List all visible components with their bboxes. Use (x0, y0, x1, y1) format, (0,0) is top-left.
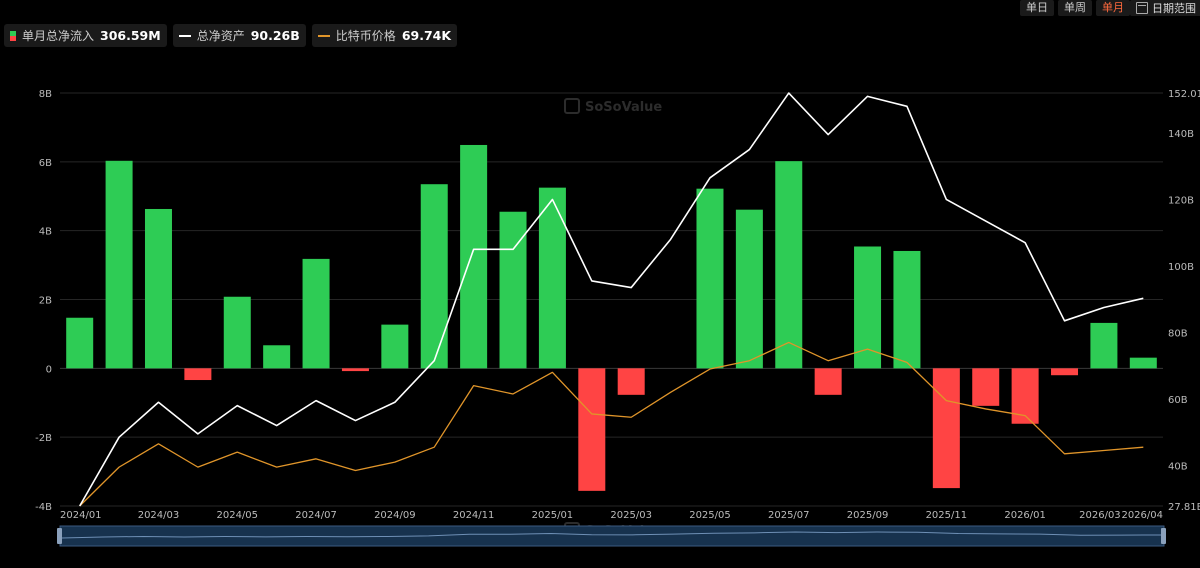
x-tick-label: 2025/05 (689, 510, 731, 521)
bar-2026/04[interactable] (1129, 357, 1157, 369)
watermark-logo: SoSoValue (564, 98, 662, 115)
scroller-preview-line (61, 531, 1163, 539)
date-range-button[interactable]: 日期范围 (1130, 0, 1200, 16)
legend-value: 90.26B (250, 28, 300, 43)
left-tick-label: 0 (46, 364, 52, 375)
x-tick-label: 2024/11 (453, 510, 495, 521)
legend-label: 比特币价格 (335, 29, 396, 43)
bar-2024/07[interactable] (302, 258, 330, 369)
bar-2024/04[interactable] (184, 368, 212, 381)
scroller-left-handle[interactable] (57, 528, 62, 544)
x-tick-label: 2026/01 (1004, 510, 1046, 521)
bar-2025/02[interactable] (578, 368, 606, 491)
range-scroller[interactable] (57, 525, 1166, 547)
left-tick-label: -4B (35, 502, 52, 513)
bar-2024/05[interactable] (223, 296, 251, 369)
x-tick-label: 2024/01 (60, 510, 102, 521)
legend-label: 总净资产 (196, 29, 245, 43)
x-tick-label: 2024/09 (374, 510, 416, 521)
date-range-label: 日期范围 (1152, 2, 1196, 15)
legend-value: 69.74K (401, 28, 452, 43)
line-总净资产[interactable] (79, 92, 1144, 507)
x-tick-label: 2026/03 (1079, 510, 1121, 521)
watermark-text: SoSoValue (585, 100, 662, 115)
period-daily-button[interactable]: 单日 (1020, 0, 1054, 16)
left-tick-label: 2B (39, 296, 52, 307)
legend-label: 单月总净流入 (22, 29, 95, 43)
left-tick-label: 8B (39, 89, 52, 100)
period-switch: 单日 单周 单月 (1020, 0, 1130, 16)
scroller-right-handle[interactable] (1161, 528, 1166, 544)
bar-2026/03[interactable] (1090, 322, 1118, 369)
legend: 单月总净流入 306.59M 总净资产 90.26B 比特币价格 69.74K (4, 24, 458, 47)
bar-2026/02[interactable] (1051, 368, 1079, 376)
bar-2024/11[interactable] (460, 144, 488, 369)
right-tick-label: 140B (1168, 129, 1194, 140)
right-tick-label: 80B (1168, 328, 1188, 339)
bar-2024/02[interactable] (105, 160, 133, 369)
right-tick-label: 27.81B (1168, 502, 1200, 513)
bar-2024/06[interactable] (263, 345, 291, 369)
legend-value: 306.59M (100, 28, 161, 43)
bar-2025/01[interactable] (538, 187, 566, 369)
right-tick-label: 40B (1168, 461, 1188, 472)
right-tick-label: 60B (1168, 395, 1188, 406)
x-tick-label: 2024/05 (216, 510, 258, 521)
x-tick-label: 2025/11 (926, 510, 968, 521)
line-swatch-icon (317, 34, 330, 37)
bar-series[interactable] (66, 144, 1157, 491)
line-series[interactable] (79, 92, 1144, 507)
x-tick-label: 2025/03 (610, 510, 652, 521)
bar-swatch-icon (10, 30, 16, 41)
x-tick-label: 2025/01 (532, 510, 574, 521)
bar-2025/11[interactable] (932, 368, 960, 489)
bar-2025/06[interactable] (735, 209, 763, 369)
bar-2024/09[interactable] (381, 324, 409, 369)
legend-item-total-assets[interactable]: 总净资产 90.26B (172, 24, 306, 47)
period-monthly-button[interactable]: 单月 (1096, 0, 1130, 16)
x-axis: 2024/01 2024/03 2024/05 2024/07 2024/09 2024/… (60, 510, 1163, 521)
bar-2024/10[interactable] (420, 184, 448, 369)
bar-2025/08[interactable] (814, 368, 842, 395)
x-tick-label: 2024/03 (138, 510, 180, 521)
bar-2024/08[interactable] (341, 368, 369, 372)
line-比特币价格[interactable] (79, 341, 1144, 507)
bar-2024/03[interactable] (144, 208, 172, 369)
bar-2025/09[interactable] (854, 246, 882, 369)
bar-2025/07[interactable] (775, 161, 803, 369)
calendar-icon (1136, 2, 1148, 14)
x-tick-label: 2025/07 (768, 510, 810, 521)
right-tick-label: 152.01B (1168, 89, 1200, 100)
left-tick-label: 4B (39, 227, 52, 238)
left-tick-label: -2B (35, 433, 52, 444)
line-swatch-icon (178, 34, 191, 37)
right-tick-label: 100B (1168, 262, 1194, 273)
bar-2025/12[interactable] (972, 368, 1000, 406)
right-axis: 152.01B 140B 120B 100B 80B 60B 40B 27.81B (1168, 89, 1200, 513)
right-tick-label: 120B (1168, 195, 1194, 206)
left-axis: 8B 6B 4B 2B 0 -2B -4B (35, 89, 52, 513)
bar-2025/03[interactable] (617, 368, 645, 395)
legend-item-net-inflow[interactable]: 单月总净流入 306.59M (4, 24, 167, 47)
scroller-track[interactable] (59, 525, 1165, 547)
watermark-icon (564, 98, 580, 114)
bar-2024/01[interactable] (66, 317, 94, 369)
legend-item-btc-price[interactable]: 比特币价格 69.74K (311, 24, 458, 47)
x-tick-label: 2025/09 (847, 510, 889, 521)
bar-2025/10[interactable] (893, 250, 921, 369)
left-tick-label: 6B (39, 158, 52, 169)
bar-2024/12[interactable] (499, 211, 527, 369)
x-tick-label: 2024/07 (295, 510, 337, 521)
bar-2025/05[interactable] (696, 188, 724, 369)
period-weekly-button[interactable]: 单周 (1058, 0, 1092, 16)
x-tick-label: 2026/04 (1121, 510, 1163, 521)
